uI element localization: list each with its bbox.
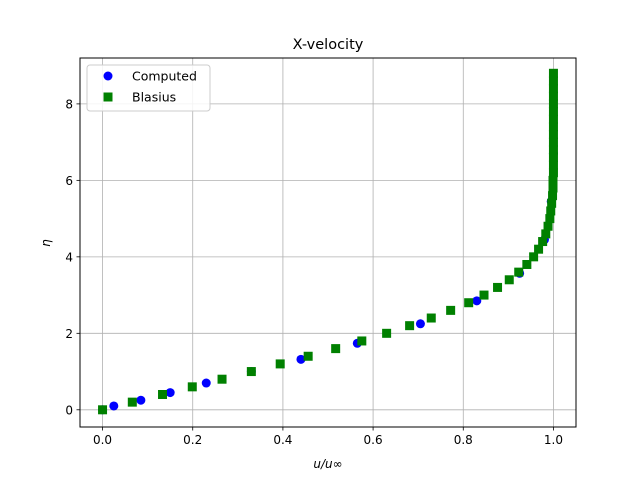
data-point-blasius <box>493 282 503 292</box>
data-point-blasius <box>246 367 256 377</box>
y-tick-label: 6 <box>65 174 73 188</box>
data-point-blasius <box>548 191 558 201</box>
legend-computed-label: Computed <box>132 69 197 84</box>
data-point-blasius <box>405 321 415 331</box>
chart-title: X-velocity <box>293 37 364 53</box>
grid <box>80 58 576 427</box>
data-point-blasius <box>446 305 456 315</box>
data-point-blasius <box>548 76 558 86</box>
legend-blasius-marker <box>103 92 113 102</box>
data-point-blasius <box>548 145 558 155</box>
data-point-blasius <box>548 137 558 147</box>
data-point-blasius <box>534 244 544 254</box>
data-point-blasius <box>303 351 313 361</box>
data-point-blasius <box>548 107 558 117</box>
data-point-blasius <box>514 267 524 277</box>
data-point-blasius <box>548 68 558 78</box>
x-tick-label: 0.6 <box>364 433 383 447</box>
legend-computed-marker <box>103 71 113 81</box>
data-point-blasius <box>529 252 539 262</box>
data-point-blasius <box>382 328 392 338</box>
data-point-blasius <box>426 313 436 323</box>
data-point-blasius <box>548 175 558 185</box>
data-point-blasius <box>548 84 558 94</box>
data-point-blasius <box>548 91 558 101</box>
x-tick-label: 0.0 <box>93 433 112 447</box>
data-point-computed <box>109 401 119 411</box>
data-point-blasius <box>541 229 551 239</box>
legend: Computed Blasius <box>86 64 211 112</box>
data-point-blasius <box>158 389 168 399</box>
data-point-blasius <box>464 298 474 308</box>
data-point-blasius <box>127 397 137 407</box>
legend-box <box>86 64 211 112</box>
plot-markers <box>98 68 558 415</box>
data-point-blasius <box>357 336 367 346</box>
data-point-blasius <box>217 374 227 384</box>
data-point-computed <box>415 319 425 329</box>
data-point-blasius <box>548 129 558 139</box>
data-point-blasius <box>538 237 548 247</box>
data-point-blasius <box>522 259 532 269</box>
x-tick-label: 0.4 <box>273 433 292 447</box>
data-point-blasius <box>548 122 558 132</box>
axis-ticks: 0.0 0.2 0.4 0.6 0.8 1.0 0 2 4 6 8 <box>65 97 563 447</box>
series-blasius <box>98 68 558 415</box>
data-point-blasius <box>98 405 108 415</box>
data-point-computed <box>165 388 175 398</box>
data-point-blasius <box>504 275 514 285</box>
x-axis-label: u/u∞ <box>313 457 342 471</box>
data-point-blasius <box>548 160 558 170</box>
x-tick-label: 1.0 <box>544 433 563 447</box>
data-point-blasius <box>548 152 558 162</box>
data-point-computed <box>472 296 482 306</box>
data-point-blasius <box>275 359 285 369</box>
data-point-blasius <box>547 198 557 208</box>
data-point-blasius <box>548 168 558 178</box>
data-point-blasius <box>479 290 489 300</box>
data-point-computed <box>201 378 211 388</box>
y-tick-label: 2 <box>65 327 73 341</box>
data-point-blasius <box>331 344 341 354</box>
data-point-blasius <box>187 382 197 392</box>
data-point-blasius <box>548 99 558 109</box>
data-point-blasius <box>548 183 558 193</box>
y-axis-label: η <box>39 239 53 247</box>
data-point-computed <box>296 354 306 364</box>
data-point-blasius <box>546 206 556 216</box>
data-point-blasius <box>545 214 555 224</box>
y-tick-label: 8 <box>65 97 73 111</box>
plot-frame <box>79 57 577 428</box>
y-tick-label: 4 <box>65 250 73 264</box>
data-point-computed <box>136 395 146 405</box>
y-tick-label: 0 <box>65 403 73 417</box>
x-tick-label: 0.8 <box>454 433 473 447</box>
data-point-blasius <box>548 114 558 124</box>
legend-blasius-label: Blasius <box>132 90 176 105</box>
x-tick-label: 0.2 <box>183 433 202 447</box>
data-point-blasius <box>543 221 553 231</box>
